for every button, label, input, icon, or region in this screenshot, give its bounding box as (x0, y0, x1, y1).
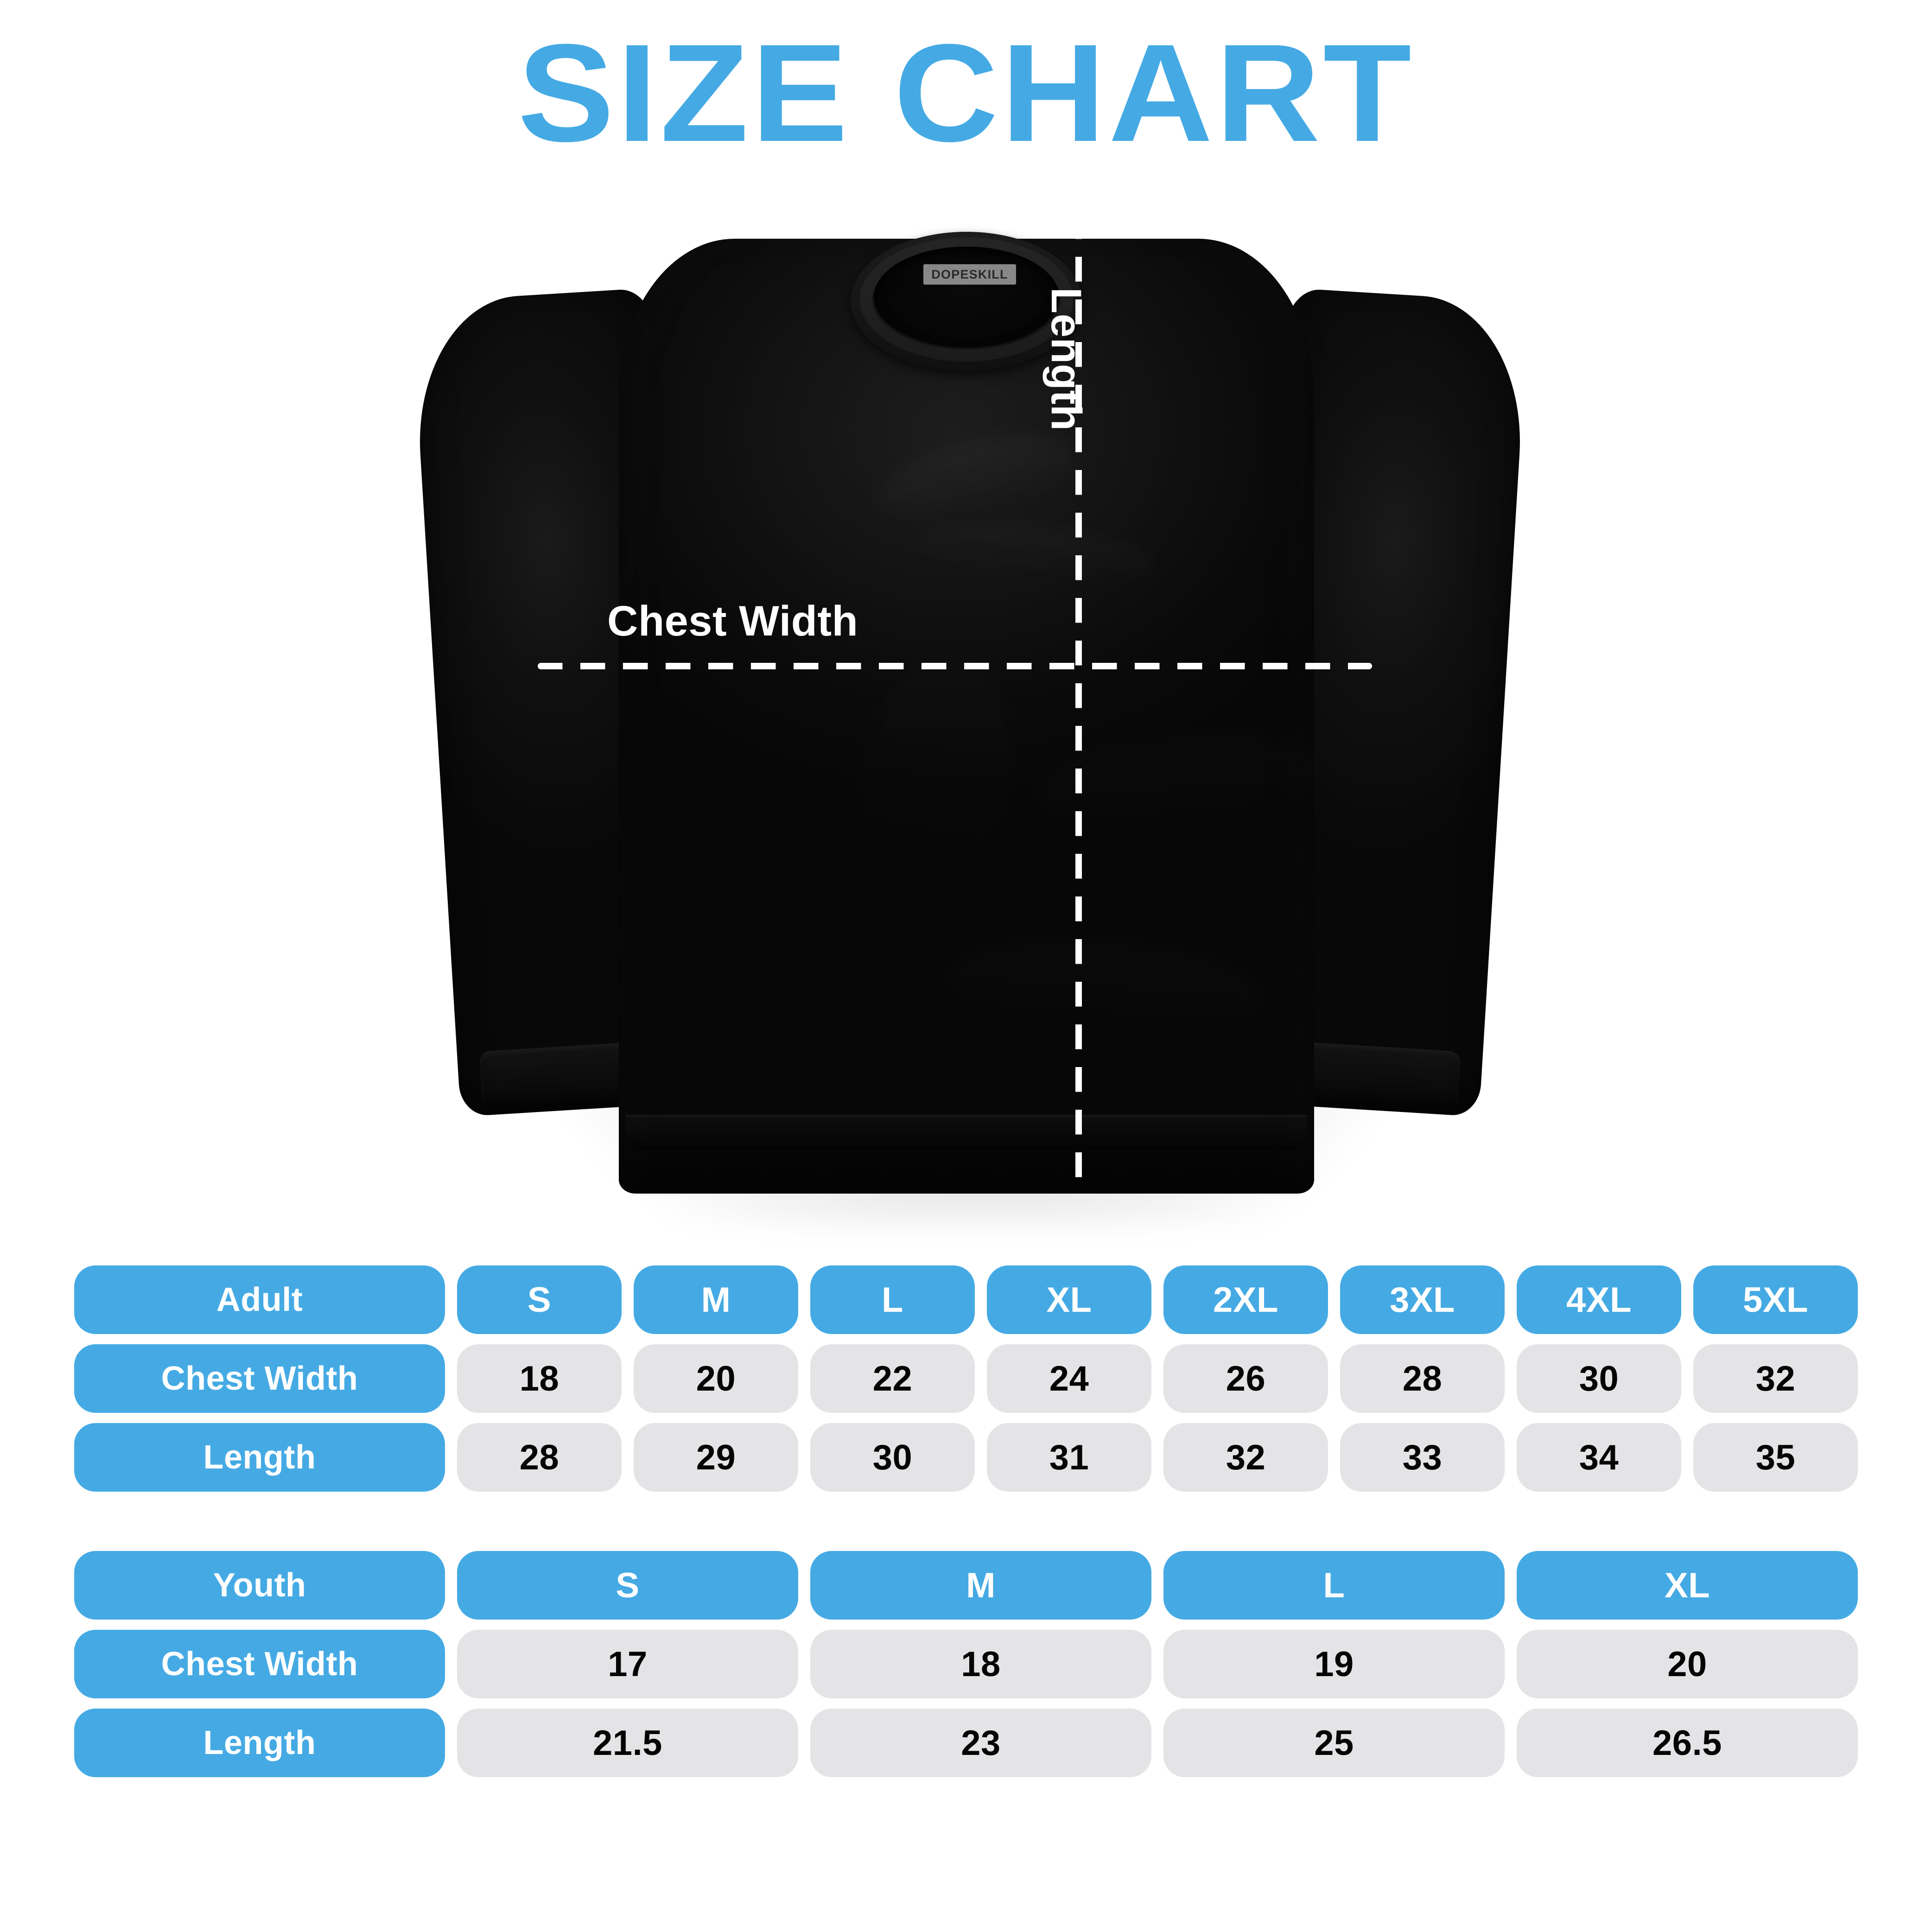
column-header-xl: XL (987, 1265, 1151, 1334)
column-header-3xl: 3XL (1340, 1265, 1505, 1334)
row-label-chest-width: Chest Width (74, 1344, 445, 1413)
cell-value: 18 (810, 1630, 1151, 1698)
fabric-wrinkle (873, 421, 1083, 534)
cell-value: 21.5 (457, 1709, 798, 1777)
youth-size-table: Youth S M L XL Chest Width 17 18 19 20 L… (74, 1551, 1858, 1777)
cell-value: 25 (1163, 1709, 1505, 1777)
cell-value: 31 (987, 1423, 1151, 1492)
column-header-2xl: 2XL (1163, 1265, 1328, 1334)
collar-inner (874, 247, 1059, 348)
cell-value: 30 (810, 1423, 975, 1492)
table-header-row: Youth S M L XL (74, 1551, 1858, 1620)
cell-value: 23 (810, 1709, 1151, 1777)
fabric-wrinkle (940, 932, 1271, 1048)
fabric-wrinkle (913, 514, 1159, 594)
column-header-m: M (810, 1551, 1151, 1620)
column-header-4xl: 4XL (1517, 1265, 1681, 1334)
cell-value: 28 (1340, 1344, 1505, 1413)
table-header-row: Adult S M L XL 2XL 3XL 4XL 5XL (74, 1265, 1858, 1334)
table-row: Length 21.5 23 25 26.5 (74, 1709, 1858, 1777)
column-header-xl: XL (1517, 1551, 1858, 1620)
shirt-hem (626, 1115, 1307, 1150)
chest-width-dashed-guide (538, 663, 1372, 669)
cell-value: 28 (457, 1423, 622, 1492)
row-label-length: Length (74, 1709, 445, 1777)
cell-value: 34 (1517, 1423, 1681, 1492)
cell-value: 32 (1163, 1423, 1328, 1492)
table-row: Length 28 29 30 31 32 33 34 35 (74, 1423, 1858, 1492)
table-row: Chest Width 17 18 19 20 (74, 1630, 1858, 1698)
cell-value: 32 (1693, 1344, 1858, 1413)
adult-size-table: Adult S M L XL 2XL 3XL 4XL 5XL Chest Wid… (74, 1265, 1858, 1492)
cell-value: 29 (634, 1423, 798, 1492)
cell-value: 20 (634, 1344, 798, 1413)
cell-value: 26 (1163, 1344, 1328, 1413)
cell-value: 18 (457, 1344, 622, 1413)
shirt-body (619, 239, 1327, 1194)
cell-value: 24 (987, 1344, 1151, 1413)
row-label-length: Length (74, 1423, 445, 1492)
cell-value: 26.5 (1517, 1709, 1858, 1777)
table-corner-label: Adult (74, 1265, 445, 1334)
size-tables: Adult S M L XL 2XL 3XL 4XL 5XL Chest Wid… (74, 1265, 1858, 1777)
fabric-wrinkle (840, 644, 1033, 909)
cell-value: 17 (457, 1630, 798, 1698)
column-header-l: L (1163, 1551, 1505, 1620)
column-header-s: S (457, 1551, 798, 1620)
column-header-m: M (634, 1265, 798, 1334)
row-label-chest-width: Chest Width (74, 1630, 445, 1698)
cell-value: 22 (810, 1344, 975, 1413)
length-label: Length (1042, 287, 1090, 431)
table-corner-label: Youth (74, 1551, 445, 1620)
column-header-5xl: 5XL (1693, 1265, 1858, 1334)
garment-illustration: DOPESKILL Chest Width Length (408, 195, 1530, 1242)
cell-value: 19 (1163, 1630, 1505, 1698)
cell-value: 35 (1693, 1423, 1858, 1492)
column-header-l: L (810, 1265, 975, 1334)
column-header-s: S (457, 1265, 622, 1334)
cell-value: 30 (1517, 1344, 1681, 1413)
cell-value: 33 (1340, 1423, 1505, 1492)
page-title: SIZE CHART (517, 15, 1415, 171)
brand-neck-label: DOPESKILL (923, 264, 1016, 285)
cell-value: 20 (1517, 1630, 1858, 1698)
chest-width-label: Chest Width (607, 597, 858, 645)
length-dashed-guide (1075, 214, 1082, 1192)
table-row: Chest Width 18 20 22 24 26 28 30 32 (74, 1344, 1858, 1413)
